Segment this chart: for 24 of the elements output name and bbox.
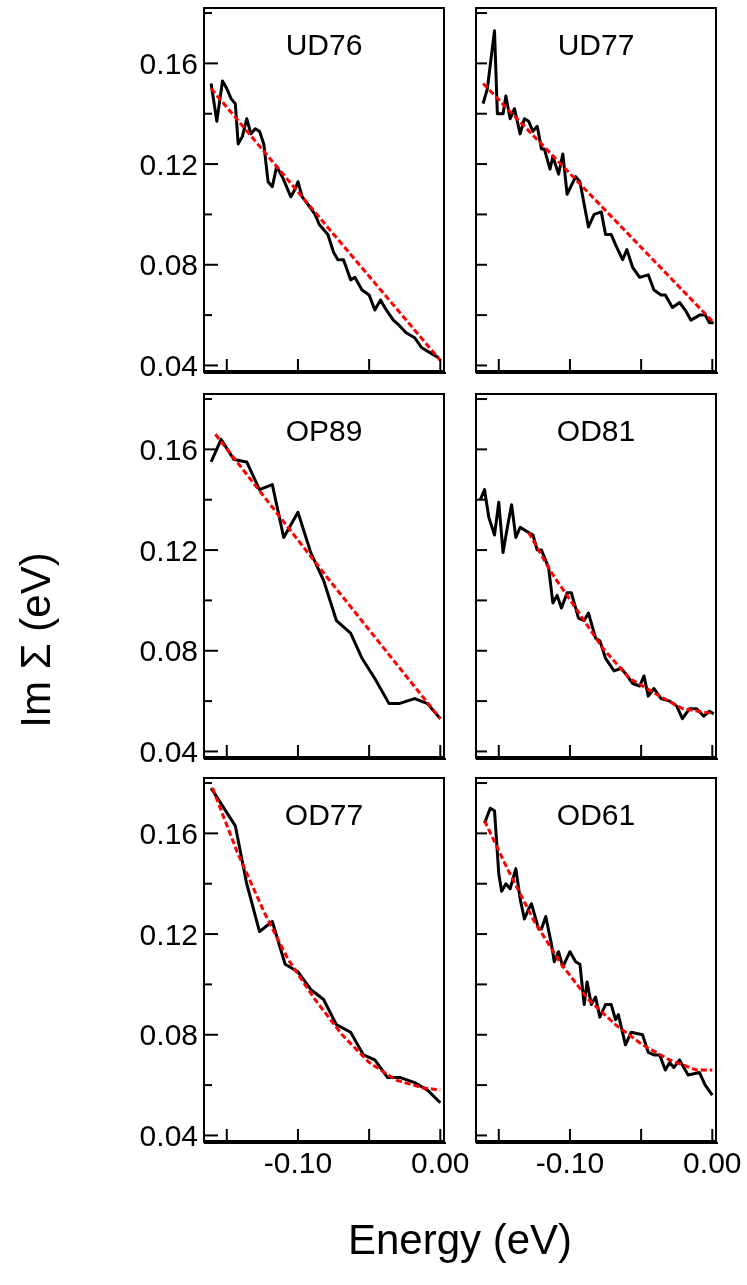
text: UD76 xyxy=(284,28,364,62)
x-tick-label: -0.10 xyxy=(535,1145,605,1179)
y-tick-label: 0.12 xyxy=(139,147,198,181)
x-axis-title: Energy (eV) xyxy=(347,1216,573,1264)
y-tick-label: 0.04 xyxy=(139,1118,198,1152)
text: OD81 xyxy=(555,414,637,448)
y-tick-label: 0.12 xyxy=(139,917,198,951)
text: OD61 xyxy=(555,798,637,832)
text: OP89 xyxy=(284,414,364,448)
y-tick-label: 0.16 xyxy=(139,46,198,80)
text: OD77 xyxy=(283,798,365,832)
y-axis-title: Im Σ (eV) xyxy=(12,552,60,728)
y-tick-label: 0.08 xyxy=(139,634,198,668)
x-tick-label: 0.00 xyxy=(411,1145,470,1179)
x-tick-label: 0.00 xyxy=(683,1145,742,1179)
text: UD77 xyxy=(556,28,636,62)
y-tick-label: 0.16 xyxy=(139,816,198,850)
y-tick-label: 0.08 xyxy=(139,1018,198,1052)
x-tick-label: -0.10 xyxy=(263,1145,333,1179)
y-tick-label: 0.04 xyxy=(139,734,198,768)
y-tick-label: 0.12 xyxy=(139,533,198,567)
y-tick-label: 0.16 xyxy=(139,432,198,466)
y-tick-label: 0.04 xyxy=(139,348,198,382)
y-tick-label: 0.08 xyxy=(139,248,198,282)
